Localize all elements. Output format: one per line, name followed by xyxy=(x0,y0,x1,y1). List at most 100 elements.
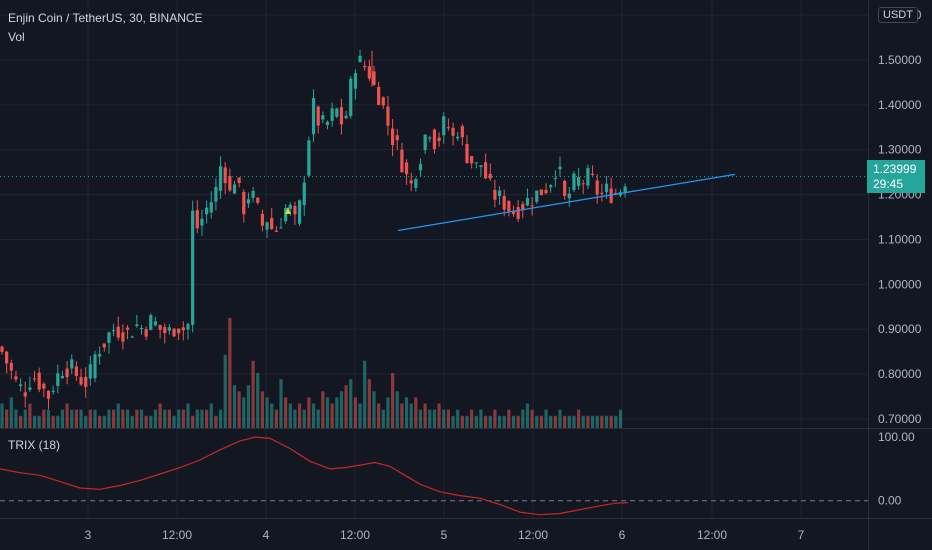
volume-bar xyxy=(232,385,237,428)
grid-lines xyxy=(0,0,868,518)
volume-bar xyxy=(42,409,46,428)
volume-bar xyxy=(572,415,576,428)
volume-bar xyxy=(186,403,190,428)
volume-bar xyxy=(60,409,65,428)
volume-bar xyxy=(493,409,497,428)
candle-body xyxy=(46,390,51,399)
candle-body xyxy=(139,327,144,330)
candle-body xyxy=(339,107,344,125)
candle-body xyxy=(112,330,116,332)
volume-bar xyxy=(507,409,511,428)
candle-body xyxy=(623,186,627,193)
candle-body xyxy=(456,136,460,139)
candle-body xyxy=(586,168,590,186)
volume-bar xyxy=(381,409,385,428)
candle-body xyxy=(19,384,23,387)
candle-body xyxy=(37,372,41,390)
volume-bar xyxy=(530,409,534,428)
volume-bar xyxy=(251,360,255,428)
volume-bar xyxy=(428,409,432,428)
volume-bar xyxy=(293,409,297,428)
candle-body xyxy=(14,376,18,380)
volume-bar xyxy=(330,403,334,428)
candle-body xyxy=(344,115,348,119)
volume-bar xyxy=(102,415,106,428)
time-tick-label: 12:00 xyxy=(162,528,192,542)
volume-bar xyxy=(19,415,23,428)
volume-bar xyxy=(316,409,320,428)
volume-bar xyxy=(442,409,446,428)
volume-bar xyxy=(604,415,609,428)
candle-body xyxy=(5,351,9,364)
candle-body xyxy=(144,329,148,337)
trix-tick-label: 100.00 xyxy=(878,430,915,444)
candle-body xyxy=(60,375,65,379)
price-tick-label: 0.80000 xyxy=(878,367,922,381)
volume-bar xyxy=(470,409,474,428)
candle-body xyxy=(228,176,232,191)
volume-bar xyxy=(460,415,464,428)
candle-body xyxy=(330,108,334,121)
candle-body xyxy=(525,197,530,206)
volume-bar xyxy=(558,409,562,428)
volume-bar xyxy=(372,391,376,428)
time-tick-label: 12:00 xyxy=(518,528,548,542)
chart-overlays xyxy=(0,173,868,232)
currency-button[interactable]: USDT xyxy=(878,7,918,23)
candle-body xyxy=(158,324,162,330)
volume-bar xyxy=(363,360,367,428)
volume-bar xyxy=(451,415,455,428)
volume-bar xyxy=(28,403,32,428)
price-tick-label: 1.10000 xyxy=(878,232,922,246)
candle-body xyxy=(65,368,69,378)
candle-body xyxy=(107,332,111,343)
candle-body xyxy=(56,373,60,386)
volume-bar xyxy=(32,415,37,428)
candle-body xyxy=(246,199,251,204)
volume-bar xyxy=(511,415,516,428)
candle-body xyxy=(265,222,269,230)
candle-body xyxy=(23,392,27,397)
candle-body xyxy=(9,362,13,371)
time-tick-label: 12:00 xyxy=(340,528,370,542)
time-tick-label: 7 xyxy=(798,528,805,542)
signal-marker xyxy=(285,207,291,214)
candle-body xyxy=(223,167,227,184)
volume-bar xyxy=(88,409,92,428)
candle-body xyxy=(470,156,474,164)
volume-bar xyxy=(237,391,241,428)
volume-bar xyxy=(256,373,260,428)
volume-bar xyxy=(335,397,339,428)
candle-body xyxy=(172,328,176,337)
time-tick-label: 4 xyxy=(263,528,270,542)
candle-body xyxy=(400,149,404,173)
time-tick-label: 12:00 xyxy=(697,528,727,542)
candle-body xyxy=(260,213,264,226)
volume-bar xyxy=(446,409,450,428)
time-tick-label: 3 xyxy=(85,528,92,542)
candle-body xyxy=(567,193,571,199)
volume-bar xyxy=(242,397,246,428)
candle-body xyxy=(93,354,97,379)
volume-bar xyxy=(479,409,483,428)
candle-body xyxy=(153,321,158,326)
candle-body xyxy=(609,188,613,203)
price-tick-label: 1.00000 xyxy=(878,277,922,291)
candle-body xyxy=(428,137,432,139)
symbol-title: Enjin Coin / TetherUS, 30, BINANCE xyxy=(8,11,203,25)
volume-bar xyxy=(37,415,41,428)
candle-body xyxy=(600,192,604,194)
candle-body xyxy=(274,230,278,232)
candle-body xyxy=(251,190,255,198)
volume-bar xyxy=(260,391,264,428)
candle-body xyxy=(149,315,153,331)
candle-body xyxy=(409,180,413,184)
candle-body xyxy=(432,129,437,150)
candle-body xyxy=(242,191,246,215)
candle-body xyxy=(186,324,190,330)
volume-bar xyxy=(167,409,171,428)
volume-bar xyxy=(432,409,437,428)
trix-label: TRIX (18) xyxy=(8,438,61,452)
